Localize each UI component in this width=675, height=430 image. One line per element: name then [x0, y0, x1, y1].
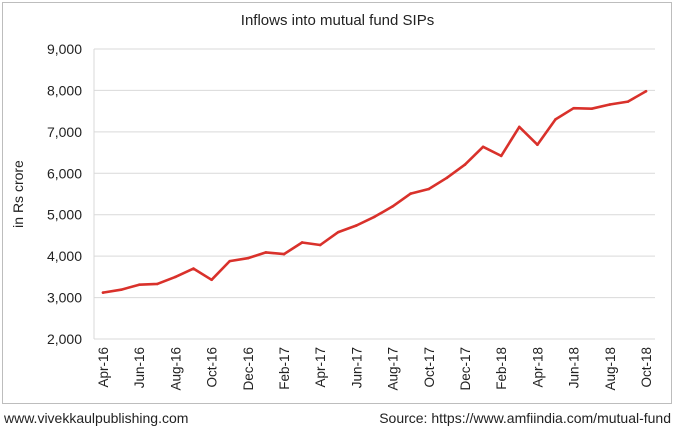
data-point — [536, 143, 539, 146]
data-point — [337, 230, 340, 234]
y-tick-label: 5,000 — [47, 207, 82, 223]
data-point — [499, 154, 503, 158]
x-tick-label: Apr-16 — [96, 347, 111, 388]
y-axis-label: in Rs crore — [10, 160, 26, 228]
data-point — [517, 125, 521, 129]
data-point — [282, 252, 286, 256]
chart-area: 2,000 3,000 4,000 5,000 6,000 7,000 8,000 9,000… — [10, 41, 655, 391]
series-layer — [101, 89, 648, 294]
data-point — [445, 176, 449, 180]
x-tick-label: Dec-16 — [241, 347, 256, 391]
data-point — [156, 282, 159, 286]
data-point — [318, 243, 322, 247]
x-tick-label: Aug-18 — [603, 347, 618, 391]
data-point — [192, 267, 195, 270]
data-point — [246, 256, 250, 260]
data-point — [210, 278, 213, 282]
x-tick-label: Apr-17 — [313, 347, 328, 388]
y-tick-label: 9,000 — [47, 41, 82, 57]
data-point — [481, 145, 485, 149]
data-point — [101, 291, 105, 294]
x-tick-label: Dec-17 — [458, 347, 473, 391]
x-tick-label: Feb-18 — [494, 347, 509, 390]
x-tick-label: Jun-16 — [132, 347, 147, 388]
data-point — [264, 251, 268, 254]
chart-frame — [2, 2, 672, 404]
y-tick-label: 8,000 — [47, 82, 82, 98]
data-point — [355, 224, 358, 227]
y-tick-labels: 2,000 3,000 4,000 5,000 6,000 7,000 8,000 9,000 — [47, 41, 82, 347]
x-tick-label: Oct-17 — [422, 347, 437, 388]
data-point — [427, 187, 431, 191]
series-line — [101, 90, 648, 294]
y-tick-label: 7,000 — [47, 124, 82, 140]
data-point — [373, 215, 376, 219]
x-tick-label: Jun-18 — [567, 347, 582, 388]
x-tick-label: Jun-17 — [349, 347, 364, 388]
data-point — [300, 241, 304, 244]
data-point — [228, 259, 232, 263]
data-point — [409, 192, 412, 195]
footer-source: Source: https://www.amfiindia.com/mutual… — [379, 410, 671, 426]
data-point — [644, 89, 648, 93]
x-tick-labels: Apr-16 Jun-16 Aug-16 Oct-16 Dec-16 Feb-17 Apr-… — [96, 347, 654, 391]
chart-title: Inflows into mutual fund SIPs — [240, 12, 435, 29]
y-tick-label: 4,000 — [47, 248, 82, 264]
y-tick-label: 2,000 — [47, 331, 82, 347]
data-point — [572, 106, 575, 110]
data-point — [626, 100, 630, 103]
x-tick-label: Oct-18 — [639, 347, 654, 388]
y-tick-label: 6,000 — [47, 165, 82, 181]
data-point — [590, 107, 593, 110]
x-tick-label: Aug-17 — [386, 347, 401, 391]
x-tick-label: Oct-16 — [205, 347, 220, 388]
y-tick-label: 3,000 — [47, 290, 82, 306]
x-tick-label: Aug-16 — [168, 347, 183, 391]
data-point — [119, 288, 123, 292]
footer-website: www.vivekkaulpublishing.com — [4, 410, 189, 426]
data-point — [463, 163, 467, 166]
grid-layer — [93, 48, 655, 340]
data-point — [554, 118, 557, 121]
data-point — [137, 283, 141, 287]
x-tick-label: Apr-18 — [530, 347, 545, 388]
data-point — [608, 103, 612, 106]
data-point — [174, 275, 177, 279]
data-point — [391, 205, 394, 208]
x-tick-label: Feb-17 — [277, 347, 292, 390]
